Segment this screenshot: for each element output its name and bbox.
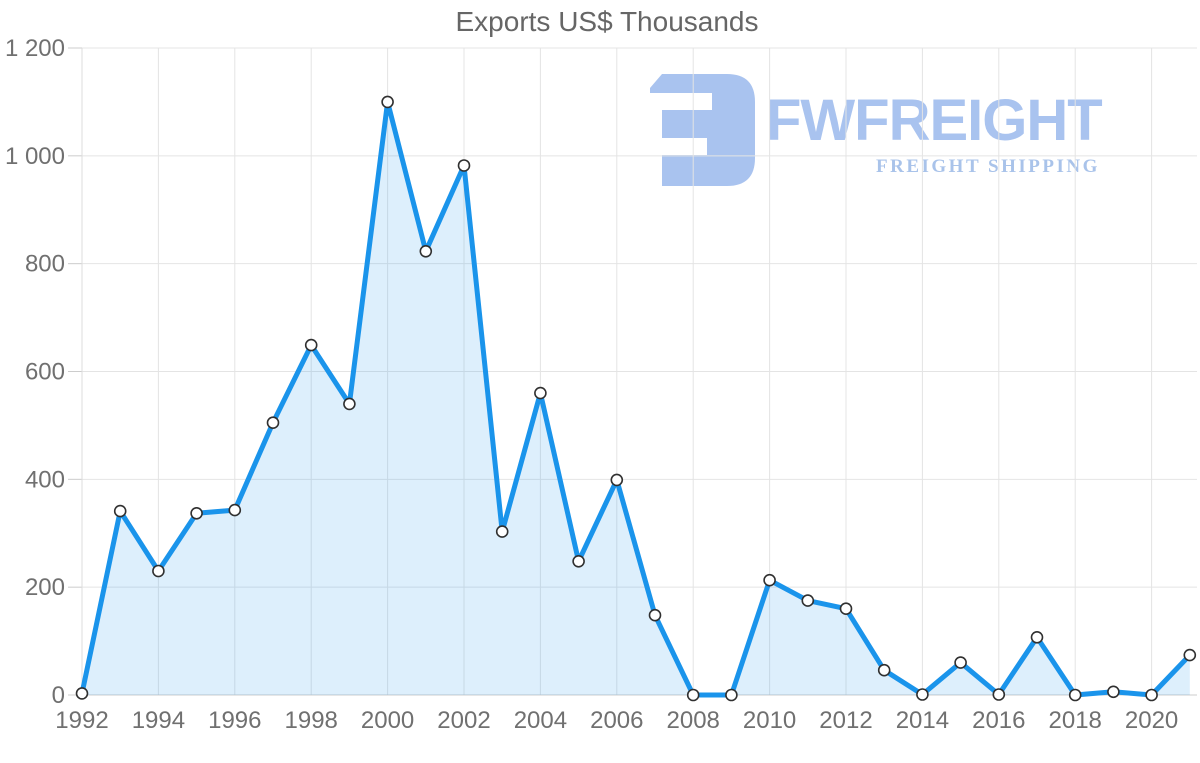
data-point[interactable] [801,594,815,607]
data-point[interactable] [572,554,585,568]
series-markers [75,95,1197,702]
y-tick-label: 1 200 [5,35,65,62]
data-point[interactable] [381,95,394,109]
data-point[interactable] [839,602,853,616]
x-tick-label: 1996 [208,707,261,734]
fwfreight-watermark: FWFREIGHT FREIGHT SHIPPING [648,68,1188,193]
x-tick-label: 2004 [514,707,567,734]
data-point[interactable] [1183,648,1197,662]
series-line [79,99,1193,698]
data-point[interactable] [1145,688,1158,702]
y-axis-labels: 0 200 400 600 800 1 000 1 200 [5,35,65,709]
data-point[interactable] [686,688,700,702]
x-tick-label: 2020 [1125,707,1178,734]
x-tick-label: 2008 [667,707,720,734]
y-tick-label: 800 [25,251,65,278]
x-tick-label: 2012 [819,707,872,734]
x-tick-label: 2006 [590,707,643,734]
x-tick-label: 2014 [896,707,949,734]
brand-tagline: FREIGHT SHIPPING [876,156,1100,177]
data-point[interactable] [266,416,280,430]
data-point[interactable] [534,386,547,400]
data-point[interactable] [954,656,967,669]
line-path [79,99,1193,698]
data-point[interactable] [419,245,433,258]
data-point[interactable] [113,504,127,518]
data-point[interactable] [648,608,662,622]
x-tick-label: 2018 [1049,707,1102,734]
y-tick-label: 1 000 [5,143,65,170]
gridlines [82,47,1197,695]
x-tick-label: 2010 [743,707,796,734]
x-axis-labels: 1992 1994 1996 1998 2000 2002 2004 2006 2008 2010… [55,707,1178,734]
area-fill [82,101,1190,695]
x-tick-label: 1994 [132,707,185,734]
data-point[interactable] [1068,688,1082,702]
x-tick-label: 2000 [361,707,414,734]
x-tick-label: 2016 [972,707,1025,734]
y-tick-label: 200 [25,574,65,601]
y-tick-label: 400 [25,466,65,493]
data-point[interactable] [725,688,738,702]
data-point[interactable] [1107,685,1120,699]
y-tick-label: 600 [25,359,65,386]
data-point[interactable] [343,397,356,411]
chart-title: Exports US$ Thousands [456,6,759,37]
data-point[interactable] [610,473,624,487]
data-point[interactable] [992,688,1006,701]
data-point[interactable] [190,506,203,520]
data-point[interactable] [916,688,929,701]
data-point[interactable] [1030,630,1044,644]
x-tick-label: 1992 [55,707,108,734]
brand-wordmark: FWFREIGHT [766,88,1103,153]
data-point[interactable] [763,573,776,587]
data-point[interactable] [304,338,318,352]
data-point[interactable] [495,525,509,538]
data-point[interactable] [457,159,471,172]
x-tick-label: 1998 [285,707,338,734]
axes [68,47,1197,696]
fwfreight-logo-icon [650,74,755,186]
y-tick-label: 0 [52,682,65,709]
data-point[interactable] [152,564,165,578]
series-area [82,101,1190,695]
x-tick-label: 2002 [437,707,490,734]
data-point[interactable] [877,663,891,677]
data-point[interactable] [75,687,89,700]
data-point[interactable] [228,503,242,517]
